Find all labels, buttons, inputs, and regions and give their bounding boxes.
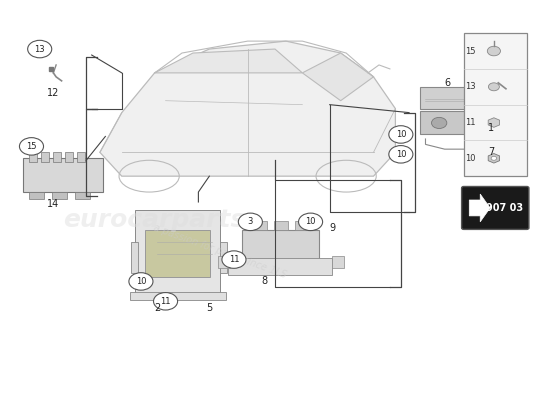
Text: 3: 3 bbox=[248, 217, 253, 226]
Circle shape bbox=[153, 292, 178, 310]
Circle shape bbox=[238, 213, 262, 230]
Polygon shape bbox=[100, 41, 395, 176]
FancyBboxPatch shape bbox=[242, 230, 319, 260]
Circle shape bbox=[389, 126, 413, 143]
Text: 1: 1 bbox=[488, 124, 494, 134]
Text: 11: 11 bbox=[465, 118, 476, 127]
FancyBboxPatch shape bbox=[145, 230, 211, 278]
FancyBboxPatch shape bbox=[75, 192, 90, 199]
FancyBboxPatch shape bbox=[253, 221, 267, 230]
FancyBboxPatch shape bbox=[29, 192, 44, 199]
Text: 13: 13 bbox=[35, 44, 45, 54]
Text: 10: 10 bbox=[465, 154, 476, 163]
Text: eurocarparts: eurocarparts bbox=[63, 208, 246, 232]
Text: 5: 5 bbox=[206, 303, 212, 313]
FancyBboxPatch shape bbox=[332, 256, 344, 268]
FancyBboxPatch shape bbox=[420, 112, 483, 134]
FancyBboxPatch shape bbox=[131, 242, 138, 274]
Text: 13: 13 bbox=[465, 82, 476, 91]
FancyBboxPatch shape bbox=[130, 292, 225, 300]
FancyBboxPatch shape bbox=[52, 192, 67, 199]
Circle shape bbox=[222, 251, 246, 268]
Circle shape bbox=[389, 146, 413, 163]
Text: a passion for parts since 1LS: a passion for parts since 1LS bbox=[152, 223, 288, 280]
FancyBboxPatch shape bbox=[218, 256, 229, 268]
Circle shape bbox=[299, 213, 323, 230]
FancyBboxPatch shape bbox=[41, 152, 49, 162]
FancyBboxPatch shape bbox=[466, 116, 477, 132]
Text: 8: 8 bbox=[261, 276, 267, 286]
Text: 7: 7 bbox=[488, 146, 494, 156]
Text: 10: 10 bbox=[305, 217, 316, 226]
FancyBboxPatch shape bbox=[65, 152, 73, 162]
Text: 15: 15 bbox=[26, 142, 37, 151]
Circle shape bbox=[28, 40, 52, 58]
Text: 2: 2 bbox=[154, 303, 161, 313]
Text: 11: 11 bbox=[229, 255, 239, 264]
FancyBboxPatch shape bbox=[221, 242, 227, 274]
Text: 6: 6 bbox=[444, 78, 450, 88]
Text: 907 03: 907 03 bbox=[486, 203, 523, 213]
Text: 10: 10 bbox=[395, 130, 406, 139]
Circle shape bbox=[491, 156, 497, 160]
Circle shape bbox=[432, 117, 447, 128]
Circle shape bbox=[129, 273, 153, 290]
FancyBboxPatch shape bbox=[77, 152, 85, 162]
Text: 9: 9 bbox=[329, 223, 336, 233]
Circle shape bbox=[488, 83, 499, 91]
Text: 11: 11 bbox=[160, 297, 171, 306]
FancyBboxPatch shape bbox=[274, 221, 288, 230]
FancyBboxPatch shape bbox=[228, 258, 332, 276]
Text: 14: 14 bbox=[47, 199, 59, 209]
Circle shape bbox=[487, 46, 500, 56]
FancyBboxPatch shape bbox=[420, 87, 483, 109]
Text: 12: 12 bbox=[47, 88, 59, 98]
Circle shape bbox=[19, 138, 43, 155]
Polygon shape bbox=[302, 53, 373, 101]
Text: 10: 10 bbox=[395, 150, 406, 159]
Polygon shape bbox=[155, 49, 302, 73]
Text: 15: 15 bbox=[465, 46, 476, 56]
FancyBboxPatch shape bbox=[295, 221, 309, 230]
FancyBboxPatch shape bbox=[135, 210, 221, 293]
FancyBboxPatch shape bbox=[23, 158, 103, 192]
FancyBboxPatch shape bbox=[29, 152, 37, 162]
FancyBboxPatch shape bbox=[461, 186, 529, 229]
FancyBboxPatch shape bbox=[464, 33, 527, 176]
Polygon shape bbox=[469, 194, 490, 222]
Text: 10: 10 bbox=[136, 277, 146, 286]
FancyBboxPatch shape bbox=[53, 152, 61, 162]
